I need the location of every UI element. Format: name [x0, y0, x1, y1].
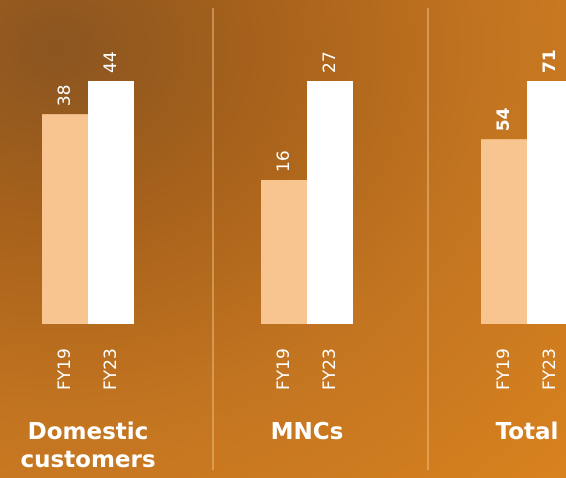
bar [481, 139, 527, 324]
value-label: 44 [101, 51, 121, 73]
category-label: FY23 [540, 348, 560, 390]
value-label: 71 [540, 49, 560, 73]
bar [527, 81, 566, 324]
bar [261, 180, 307, 324]
value-label: 27 [320, 51, 340, 73]
value-label: 16 [274, 150, 294, 172]
category-label: FY23 [101, 348, 121, 390]
bar [307, 81, 353, 324]
value-label: 54 [494, 107, 514, 131]
value-label: 38 [55, 84, 75, 106]
bar [88, 81, 134, 324]
category-label: FY19 [55, 348, 75, 390]
panel-title: MNCs [270, 419, 344, 445]
bar [42, 114, 88, 325]
panel-title: Total [495, 419, 559, 445]
panel-title: Domestic customers [20, 419, 156, 473]
category-label: FY19 [494, 348, 514, 390]
category-label: FY19 [274, 348, 294, 390]
category-label: FY23 [320, 348, 340, 390]
